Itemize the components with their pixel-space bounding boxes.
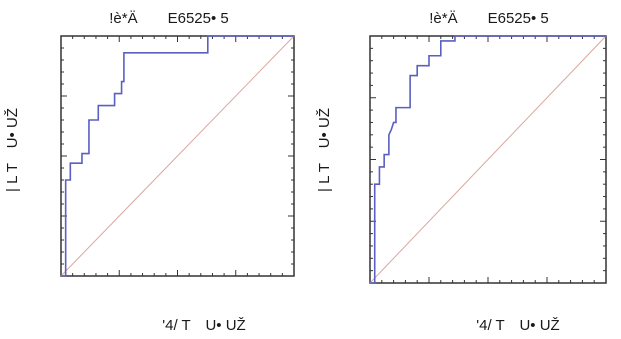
chart-left-title: !è*Ä E6525• 5 [109,10,229,27]
chart-right-xlabel: '4/ T U• UŽ [476,317,559,334]
chart-left-ylabel: | L T U• UŽ [4,108,21,192]
chart-right-reference-line [369,35,607,284]
chart-right: !è*Ä E6525• 5 | L T U• UŽ '4/ T U• UŽ [316,10,607,334]
chart-right-ylabel: | L T U• UŽ [316,108,333,192]
chart-right-roc-curve [370,35,606,284]
chart-right-title: !è*Ä E6525• 5 [429,10,549,27]
chart-left-roc-curve [61,35,294,277]
chart-left: !è*Ä E6525• 5 | L T U• UŽ '4/ T U• UŽ [4,10,295,334]
chart-left-reference-line [60,35,295,277]
chart-left-xlabel: '4/ T U• UŽ [162,317,245,334]
